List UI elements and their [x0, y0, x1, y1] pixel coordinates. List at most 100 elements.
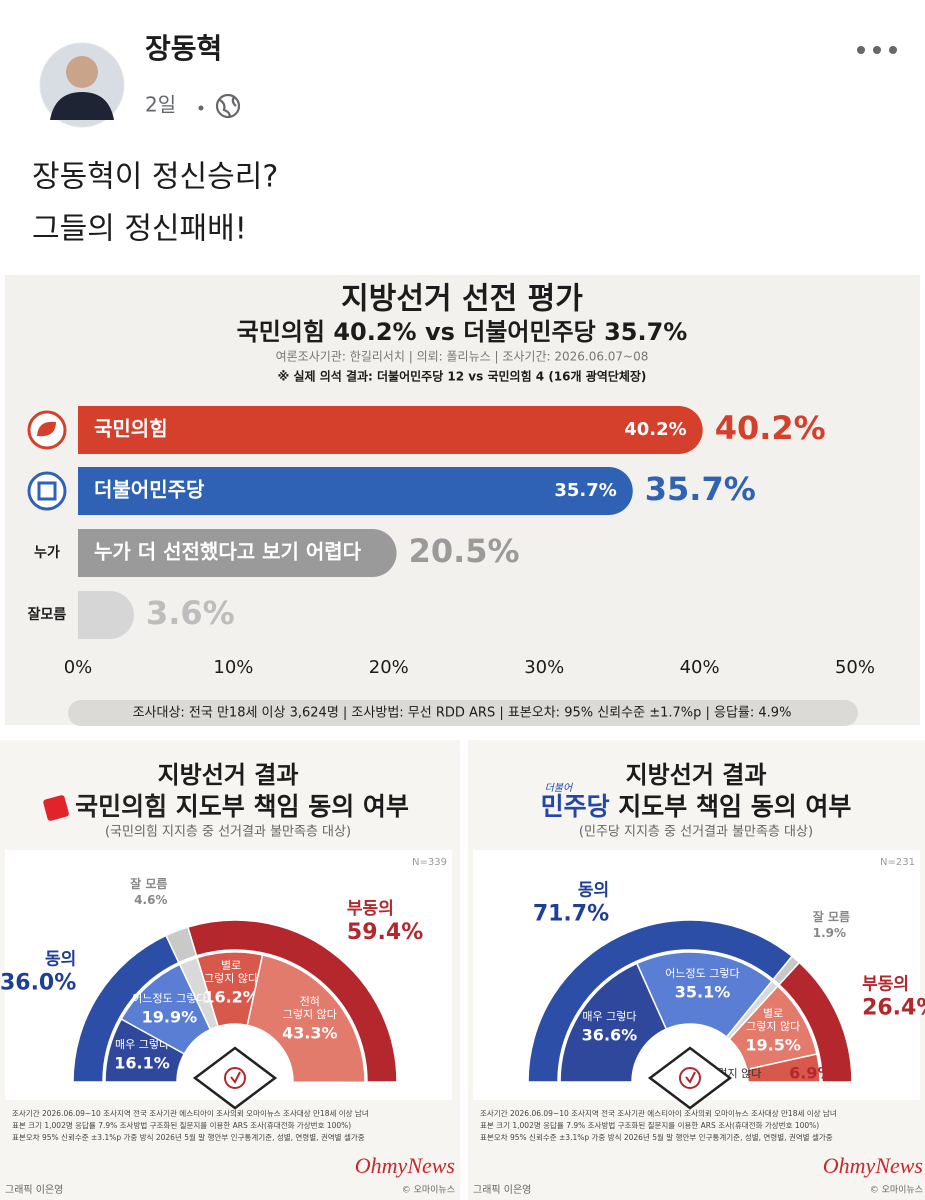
post-text: 장동혁이 정신승리? — [32, 160, 278, 195]
chart-note: (국민의힘 지지층 중 선거결과 불만족층 대상) — [105, 825, 351, 840]
bar-value-label: 35.7% — [554, 480, 616, 501]
outer-wedge — [186, 919, 398, 1083]
separator-dot — [198, 105, 204, 111]
bar — [78, 591, 134, 639]
detail-label: 별로 — [221, 959, 241, 972]
detail-label: 그렇지 않다 — [283, 1008, 337, 1021]
x-tick-label: 40% — [680, 657, 720, 678]
detail-label: 어느정도 그렇다 — [665, 967, 739, 980]
x-tick-label: 30% — [524, 657, 564, 678]
detail-label: 매우 그렇다 — [115, 1038, 169, 1051]
inner-wedge — [745, 1053, 821, 1083]
space — [610, 792, 619, 821]
x-tick-label: 10% — [213, 657, 253, 678]
group-value-label: 4.6% — [134, 893, 167, 907]
avatar-suit — [50, 92, 114, 120]
subtitle-text: 지도부 책임 동의 여부 — [176, 792, 409, 821]
detail-value-label: 6.9% — [789, 1063, 833, 1082]
ballot-stamp — [224, 1067, 246, 1089]
ballot-check — [685, 1071, 696, 1084]
credit: 그래픽 이은영 — [473, 1184, 531, 1196]
chart-note: (민주당 지지층 중 선거결과 불만족층 대상) — [579, 825, 813, 840]
ballot-stamp — [679, 1067, 701, 1089]
chart-subtitle: 국민의힘 40.2% vs 더불어민주당 35.7% — [237, 318, 688, 346]
detail-value-label: 43.3% — [282, 1023, 338, 1042]
footer-band — [68, 700, 858, 726]
brand: OhmyNews — [355, 1153, 455, 1178]
chart-note: ※ 실제 의석 결과: 더불어민주당 12 vs 국민의힘 4 (16개 광역단… — [278, 369, 647, 384]
group-value-label: 36.0% — [0, 970, 76, 995]
party-icon — [37, 481, 57, 501]
group-label: 동의 — [578, 880, 609, 900]
avatar-face — [66, 56, 98, 88]
group-value-label: 71.7% — [533, 901, 609, 926]
author[interactable]: 장동혁 — [145, 32, 222, 65]
group-label: 잘 모름 — [130, 876, 167, 891]
bar — [78, 467, 633, 515]
chart-title: 지방선거 결과 — [626, 761, 767, 789]
post-time[interactable]: 2일 — [145, 93, 176, 117]
copyright: © 오마이뉴스 — [402, 1185, 455, 1196]
n-label: N=231 — [880, 857, 915, 868]
party-icon — [43, 795, 69, 821]
footnote: 조사기간 2026.06.09~10 조사지역 전국 조사기관 에스티아이 조사… — [480, 1108, 837, 1118]
bar-label: 국민의힘 — [94, 417, 168, 441]
value-label: 35.7% — [645, 470, 756, 508]
party-icon — [37, 421, 56, 437]
detail-label: 어느정도 그렇다 — [132, 992, 206, 1005]
detail-label: 전혀 — [300, 995, 320, 1008]
group-value-label: 59.4% — [347, 920, 423, 945]
detail-value-label: 16.1% — [114, 1053, 170, 1072]
detail-value-label: 19.9% — [142, 1007, 198, 1026]
copyright: © 오마이뉴스 — [870, 1185, 923, 1196]
detail-value-label: 16.2% — [203, 988, 259, 1007]
value-label: 3.6% — [146, 594, 235, 632]
chart-source: 여론조사기관: 한길리서치 | 의뢰: 폴리뉴스 | 조사기간: 2026.06… — [276, 350, 649, 364]
row-label: 누가 — [34, 545, 60, 561]
party-name: 민주당 — [541, 792, 610, 821]
bar-label: 누가 더 선전했다고 보기 어렵다 — [94, 540, 362, 564]
outer-wedge — [778, 961, 853, 1083]
bar-label: 더불어민주당 — [94, 478, 205, 502]
detail-label: 그렇지 않다 — [746, 1020, 800, 1033]
space — [167, 792, 176, 821]
chart-footer: 조사대상: 전국 만18세 이상 3,624명 | 조사방법: 무선 RDD A… — [133, 706, 792, 721]
group-label: 부동의 — [862, 974, 909, 994]
more-button[interactable] — [857, 46, 897, 54]
party-prefix: 더불어 — [545, 782, 574, 794]
party-icon — [27, 471, 67, 511]
detail-value-label: 36.6% — [582, 1025, 638, 1044]
inner-wedge — [635, 951, 773, 1039]
group-label: 잘 모름 — [813, 909, 850, 924]
globe-icon — [215, 93, 241, 119]
ballot-box — [647, 1046, 733, 1110]
bar-value-label: 40.2% — [624, 419, 686, 440]
group-value-label: 26.4% — [862, 995, 925, 1020]
subtitle-text: 지도부 책임 동의 여부 — [618, 792, 851, 821]
value-label: 20.5% — [409, 532, 520, 570]
row-label: 잘모름 — [28, 607, 67, 623]
bar — [78, 406, 703, 454]
footnote: 조사기간 2026.06.09~10 조사지역 전국 조사기관 에스티아이 조사… — [12, 1108, 369, 1118]
value-label: 40.2% — [715, 409, 826, 447]
detail-label: 그렇지 않다 — [204, 972, 258, 985]
footnote: 표본오차 95% 신뢰수준 ±3.1%p 가중 방식 2026년 5월 말 행안… — [480, 1132, 833, 1142]
x-tick-label: 20% — [369, 657, 409, 678]
inner-wedge — [559, 962, 668, 1083]
detail-label: 매우 그렇다 — [582, 1010, 636, 1023]
x-tick-label: 50% — [835, 657, 875, 678]
detail-label: 별로 — [763, 1007, 783, 1020]
party-name: 국민의힘 — [75, 792, 167, 821]
ballot-box — [192, 1046, 278, 1110]
bar — [78, 529, 397, 577]
chart-title: 지방선거 선전 평가 — [341, 282, 583, 317]
group-label: 부동의 — [347, 899, 394, 919]
footnote: 표본 크기 1,002명 응답률 7.9% 조사방법 구조화된 질문지를 이용한… — [480, 1120, 819, 1130]
group-value-label: 1.9% — [813, 926, 846, 940]
n-label: N=339 — [412, 857, 447, 868]
brand: OhmyNews — [823, 1153, 923, 1178]
detail-value-label: 35.1% — [675, 982, 731, 1001]
chart-title: 지방선거 결과 — [158, 761, 299, 789]
chart-subtitle: 국민의힘 지도부 책임 동의 여부 — [75, 792, 409, 821]
